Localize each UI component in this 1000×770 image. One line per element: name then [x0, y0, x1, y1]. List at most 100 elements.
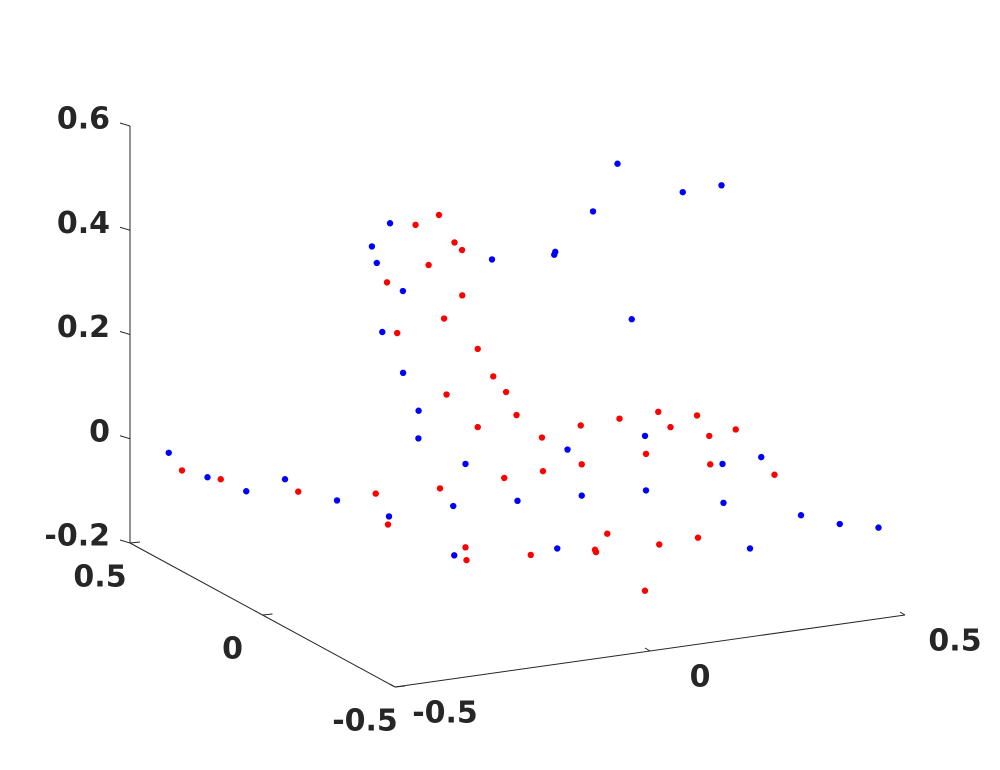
- point: [641, 432, 649, 440]
- point: [399, 287, 407, 295]
- point: [732, 426, 739, 433]
- point: [707, 461, 714, 468]
- point: [451, 239, 458, 246]
- z-tick: [119, 539, 131, 544]
- point: [746, 545, 754, 552]
- point: [462, 544, 469, 551]
- point: [459, 292, 466, 299]
- point: [758, 453, 765, 461]
- x-tick-label: 0: [690, 660, 711, 695]
- point: [385, 513, 393, 520]
- point: [667, 423, 674, 431]
- y-tick: [262, 613, 273, 616]
- point: [435, 211, 443, 219]
- point: [836, 520, 843, 528]
- point: [488, 256, 496, 263]
- point: [281, 476, 289, 483]
- point: [450, 502, 457, 510]
- point: [527, 551, 534, 559]
- point: [539, 467, 547, 475]
- y-tick-label: -0.5: [332, 704, 398, 739]
- y-tick-label: 0: [222, 632, 243, 667]
- point: [333, 497, 341, 504]
- point: [474, 423, 481, 431]
- point: [399, 369, 407, 377]
- point: [554, 545, 561, 552]
- point: [386, 220, 394, 227]
- point: [217, 476, 224, 483]
- z-tick-label: 0.4: [57, 206, 110, 241]
- point: [718, 182, 725, 189]
- point: [578, 461, 585, 468]
- point: [440, 315, 448, 322]
- z-tick: [119, 435, 131, 440]
- point: [502, 388, 510, 396]
- point: [694, 534, 702, 541]
- y-tick: [394, 685, 406, 688]
- point: [797, 512, 805, 519]
- point: [204, 474, 211, 481]
- point: [655, 408, 662, 416]
- point: [394, 329, 401, 337]
- x-tick: [389, 683, 396, 688]
- point: [451, 552, 458, 559]
- x-tick-label: -0.5: [412, 696, 478, 731]
- point: [771, 471, 778, 478]
- point: [616, 415, 623, 422]
- point: [719, 460, 726, 468]
- point: [425, 261, 432, 269]
- point: [642, 450, 650, 458]
- point: [875, 524, 882, 531]
- point: [592, 548, 600, 556]
- point: [642, 487, 650, 494]
- point: [178, 467, 186, 474]
- z-tick: [119, 122, 131, 127]
- point: [604, 530, 611, 537]
- y-tick: [129, 541, 141, 544]
- point: [458, 246, 466, 254]
- z-tick: [119, 226, 131, 231]
- point: [551, 251, 558, 258]
- point: [412, 221, 419, 229]
- point: [564, 446, 571, 453]
- point: [368, 243, 376, 250]
- z-tick: [119, 331, 131, 335]
- point: [720, 499, 727, 506]
- point: [538, 434, 546, 441]
- point: [577, 422, 584, 429]
- x-tick: [899, 611, 906, 616]
- point: [656, 541, 663, 548]
- point: [679, 188, 686, 196]
- z-tick-label: -0.2: [44, 519, 110, 554]
- point: [614, 160, 621, 167]
- x-tick: [644, 647, 651, 652]
- point: [501, 474, 508, 482]
- point: [463, 556, 470, 564]
- point: [295, 488, 302, 495]
- point: [693, 412, 701, 419]
- point: [373, 259, 380, 267]
- y-tick-label: 0.5: [73, 560, 126, 595]
- z-tick-label: 0.2: [57, 310, 110, 345]
- point: [443, 391, 450, 398]
- x-tick-label: 0.5: [928, 624, 981, 659]
- point: [165, 449, 172, 456]
- point: [513, 411, 520, 419]
- point: [474, 345, 481, 353]
- point: [578, 492, 585, 499]
- point: [628, 316, 635, 323]
- point: [415, 435, 422, 442]
- point: [436, 485, 444, 492]
- point: [490, 373, 497, 380]
- z-tick-label: 0.6: [57, 102, 110, 137]
- point: [379, 328, 386, 336]
- point: [514, 497, 521, 505]
- point: [641, 587, 649, 594]
- z-tick-label: 0: [89, 414, 110, 449]
- point: [383, 279, 391, 286]
- point: [243, 488, 250, 495]
- point: [372, 490, 379, 497]
- point: [589, 208, 597, 215]
